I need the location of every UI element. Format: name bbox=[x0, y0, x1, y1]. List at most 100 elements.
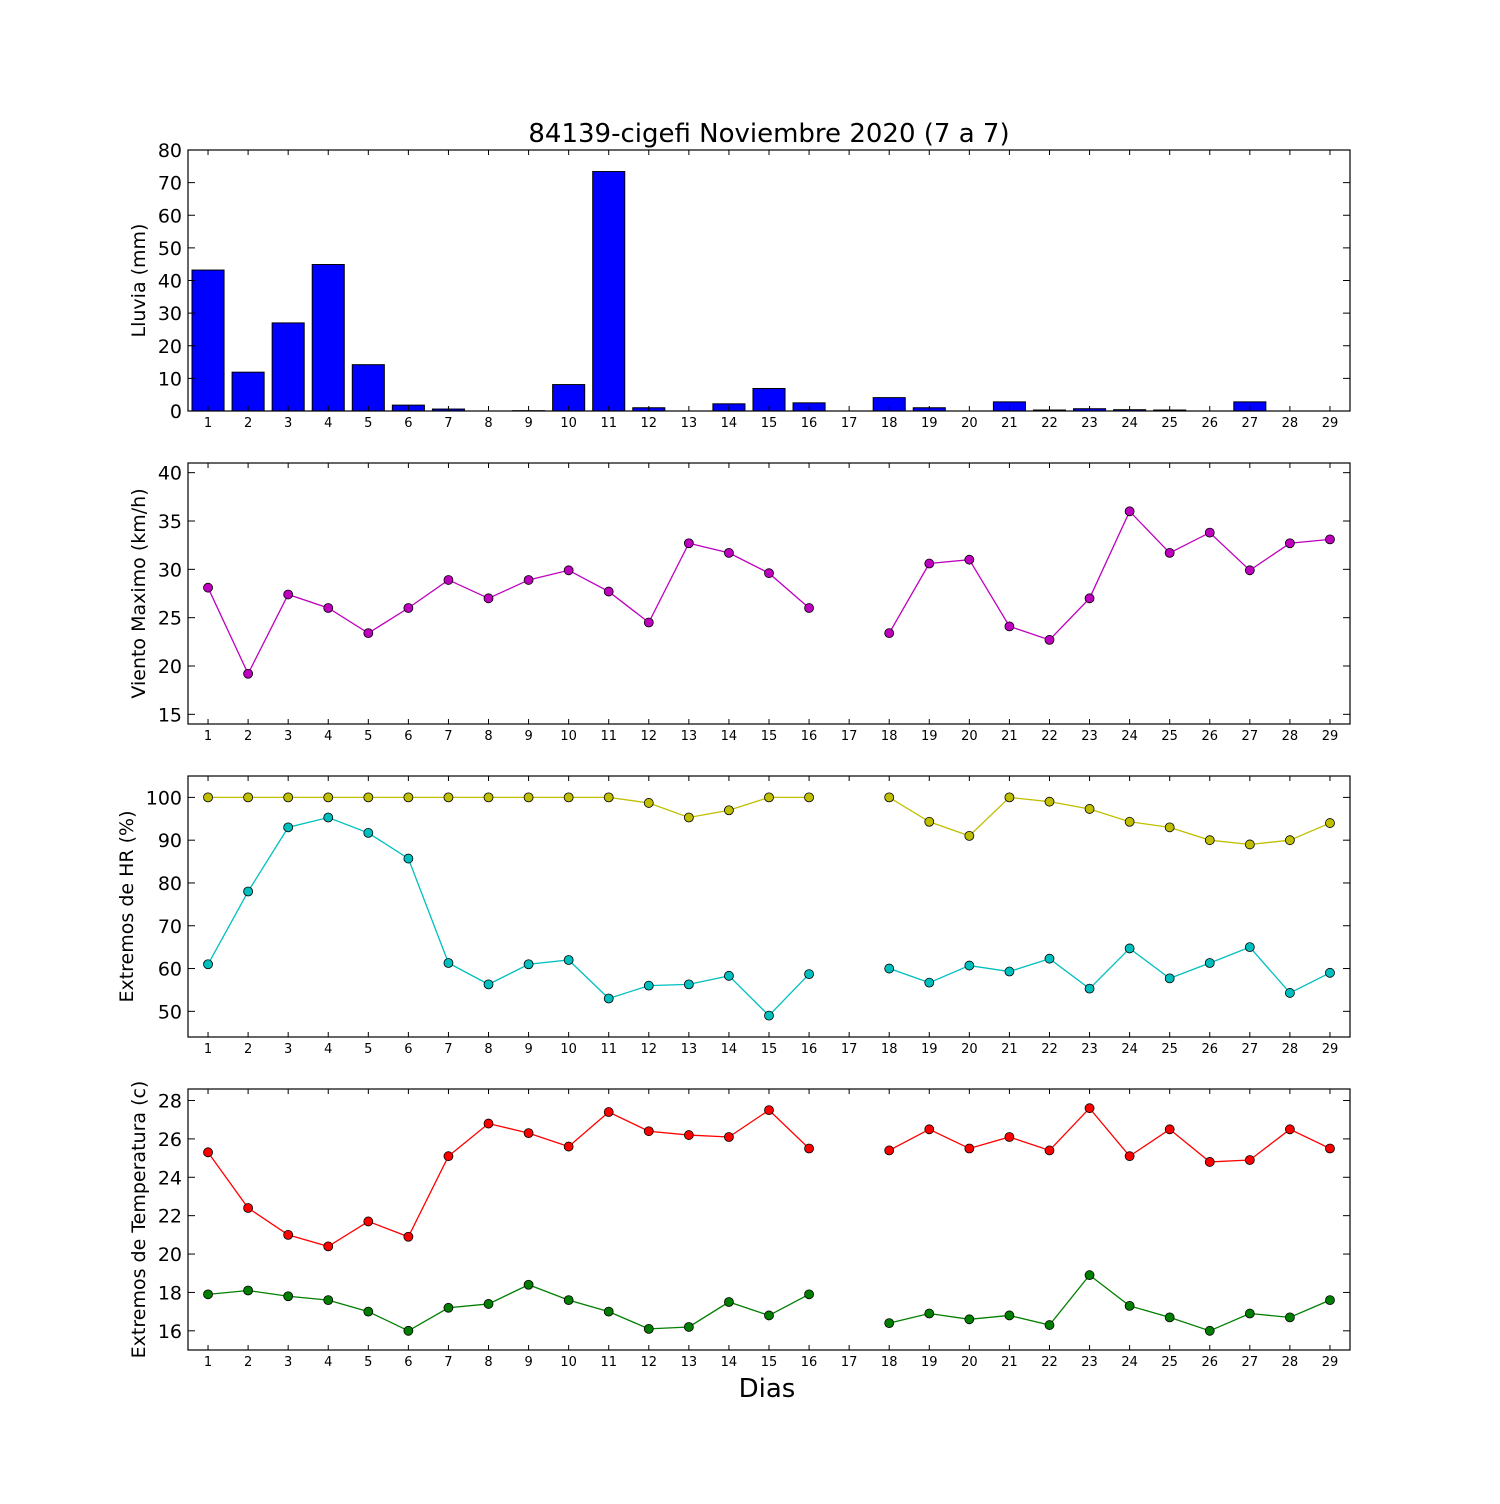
series-1-point-day-9 bbox=[524, 793, 533, 802]
series-1-point-day-25 bbox=[1165, 823, 1174, 832]
x-tick-label: 18 bbox=[881, 729, 898, 744]
series-2-point-day-26 bbox=[1205, 1326, 1214, 1335]
x-tick-label: 19 bbox=[921, 1042, 938, 1057]
series-2-point-day-28 bbox=[1285, 1313, 1294, 1322]
x-tick-label: 11 bbox=[600, 1042, 617, 1057]
series-1-point-day-5 bbox=[364, 629, 373, 638]
x-tick-label: 20 bbox=[961, 729, 978, 744]
x-tick-label: 23 bbox=[1081, 416, 1098, 431]
x-tick-label: 16 bbox=[801, 1355, 818, 1370]
x-tick-label: 2 bbox=[244, 416, 252, 431]
series-1-point-day-11 bbox=[604, 1108, 613, 1117]
series-1-point-day-15 bbox=[765, 793, 774, 802]
series-1-point-day-5 bbox=[364, 1217, 373, 1226]
x-tick-label: 25 bbox=[1161, 416, 1178, 431]
series-1-point-day-6 bbox=[404, 604, 413, 613]
x-tick-label: 14 bbox=[721, 1042, 738, 1057]
x-tick-label: 7 bbox=[444, 729, 452, 744]
series-1-point-day-3 bbox=[284, 590, 293, 599]
series-1-point-day-14 bbox=[724, 548, 733, 557]
series-1-point-day-26 bbox=[1205, 528, 1214, 537]
y-axis-label: Extremos de HR (%) bbox=[116, 810, 138, 1002]
series-2-point-day-9 bbox=[524, 960, 533, 969]
series-1-point-day-6 bbox=[404, 1232, 413, 1241]
series-2-point-day-12 bbox=[644, 981, 653, 990]
plot-frame bbox=[188, 776, 1350, 1037]
series-1-point-day-10 bbox=[564, 566, 573, 575]
series-1-point-day-25 bbox=[1165, 548, 1174, 557]
x-tick-label: 8 bbox=[484, 416, 492, 431]
x-tick-label: 14 bbox=[721, 729, 738, 744]
x-tick-label: 16 bbox=[801, 416, 818, 431]
x-tick-label: 9 bbox=[524, 416, 532, 431]
series-1-point-day-4 bbox=[324, 1242, 333, 1251]
y-tick-label: 20 bbox=[158, 1244, 182, 1266]
x-tick-label: 13 bbox=[681, 729, 698, 744]
series-2-point-day-20 bbox=[965, 961, 974, 970]
series-2-point-day-19 bbox=[925, 1309, 934, 1318]
y-tick-label: 70 bbox=[158, 173, 182, 195]
series-1-point-day-21 bbox=[1005, 793, 1014, 802]
series-1-point-day-13 bbox=[684, 1131, 693, 1140]
series-2-point-day-7 bbox=[444, 958, 453, 967]
x-tick-label: 17 bbox=[841, 1042, 858, 1057]
x-tick-label: 13 bbox=[681, 1042, 698, 1057]
x-tick-label: 27 bbox=[1242, 1042, 1259, 1057]
y-tick-label: 18 bbox=[158, 1282, 182, 1304]
series-1-point-day-5 bbox=[364, 793, 373, 802]
y-axis-label: Lluvia (mm) bbox=[128, 224, 150, 338]
x-tick-label: 18 bbox=[881, 416, 898, 431]
series-2-point-day-11 bbox=[604, 994, 613, 1003]
y-tick-label: 40 bbox=[158, 271, 182, 293]
series-1-point-day-7 bbox=[444, 575, 453, 584]
series-1-point-day-22 bbox=[1045, 797, 1054, 806]
x-tick-label: 8 bbox=[484, 1042, 492, 1057]
series-1-point-day-23 bbox=[1085, 594, 1094, 603]
x-tick-label: 25 bbox=[1161, 1042, 1178, 1057]
series-2-point-day-6 bbox=[404, 854, 413, 863]
series-2-point-day-15 bbox=[765, 1311, 774, 1320]
series-1-point-day-27 bbox=[1245, 566, 1254, 575]
x-tick-label: 10 bbox=[560, 729, 577, 744]
x-tick-label: 12 bbox=[641, 729, 658, 744]
series-1-point-day-24 bbox=[1125, 1152, 1134, 1161]
series-1-point-day-4 bbox=[324, 604, 333, 613]
x-tick-label: 24 bbox=[1121, 1355, 1138, 1370]
x-tick-label: 12 bbox=[641, 1355, 658, 1370]
series-2-line-1 bbox=[208, 818, 809, 1016]
y-tick-label: 16 bbox=[158, 1321, 182, 1343]
x-tick-label: 20 bbox=[961, 416, 978, 431]
x-tick-label: 1 bbox=[204, 729, 212, 744]
y-tick-label: 30 bbox=[158, 559, 182, 581]
y-tick-label: 90 bbox=[158, 830, 182, 852]
series-2-point-day-7 bbox=[444, 1303, 453, 1312]
series-2-point-day-21 bbox=[1005, 967, 1014, 976]
y-tick-label: 24 bbox=[158, 1167, 182, 1189]
x-tick-label: 24 bbox=[1121, 416, 1138, 431]
x-tick-label: 4 bbox=[324, 1355, 332, 1370]
x-tick-label: 21 bbox=[1001, 416, 1018, 431]
series-2-point-day-22 bbox=[1045, 1321, 1054, 1330]
x-tick-label: 7 bbox=[444, 416, 452, 431]
series-2-point-day-14 bbox=[724, 1298, 733, 1307]
series-2-point-day-18 bbox=[885, 964, 894, 973]
series-1-point-day-22 bbox=[1045, 1146, 1054, 1155]
x-tick-label: 15 bbox=[761, 1042, 778, 1057]
x-tick-label: 10 bbox=[560, 1042, 577, 1057]
series-2-point-day-19 bbox=[925, 978, 934, 987]
series-2-point-day-10 bbox=[564, 955, 573, 964]
series-1-point-day-15 bbox=[765, 1106, 774, 1115]
x-tick-label: 28 bbox=[1282, 729, 1299, 744]
series-2-point-day-29 bbox=[1325, 968, 1334, 977]
series-1-point-day-10 bbox=[564, 793, 573, 802]
bar-day-4 bbox=[312, 265, 344, 411]
x-tick-label: 19 bbox=[921, 416, 938, 431]
bar-day-2 bbox=[232, 372, 264, 411]
x-tick-label: 29 bbox=[1322, 729, 1339, 744]
y-tick-label: 26 bbox=[158, 1129, 182, 1151]
x-tick-label: 26 bbox=[1201, 729, 1218, 744]
series-2-point-day-13 bbox=[684, 980, 693, 989]
bar-day-5 bbox=[352, 365, 384, 411]
